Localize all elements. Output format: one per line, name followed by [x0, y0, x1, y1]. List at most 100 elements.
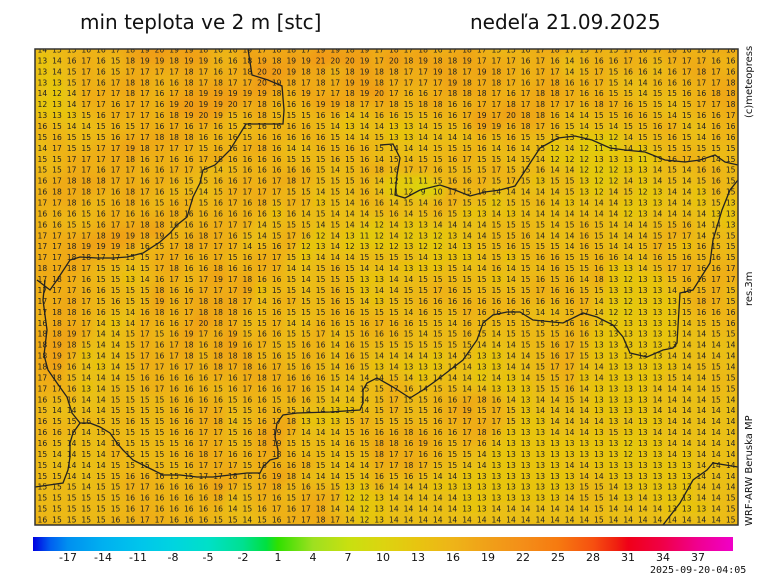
field-cell	[385, 53, 403, 67]
grid-value: 14	[257, 220, 267, 229]
grid-value: 16	[682, 89, 692, 98]
grid-value: 14	[653, 395, 663, 404]
field-cell	[356, 49, 373, 56]
grid-value: 14	[521, 209, 531, 218]
grid-value: 17	[228, 286, 238, 295]
grid-value: 15	[594, 231, 604, 240]
grid-value: 16	[184, 505, 194, 514]
grid-value: 15	[579, 494, 589, 503]
grid-value: 16	[213, 209, 223, 218]
grid-value: 15	[272, 199, 282, 208]
grid-value: 15	[316, 461, 326, 470]
copyright-label: (c)meteopress	[744, 45, 755, 118]
grid-value: 17	[37, 373, 47, 382]
grid-value: 16	[360, 144, 370, 153]
field-cell	[400, 86, 417, 100]
grid-value: 18	[301, 67, 311, 76]
grid-value: 16	[462, 122, 472, 131]
field-cell	[77, 53, 95, 67]
grid-value: 14	[81, 406, 91, 415]
grid-value: 17	[550, 67, 560, 76]
grid-value: 14	[726, 352, 736, 361]
grid-value: 18	[125, 45, 135, 54]
field-cell	[531, 130, 549, 144]
grid-value: 15	[462, 144, 472, 153]
grid-value: 16	[462, 319, 472, 328]
grid-value: 16	[243, 264, 253, 273]
field-cell	[239, 108, 256, 122]
grid-value: 18	[389, 45, 399, 54]
grid-value: 15	[286, 330, 296, 339]
grid-value: 14	[535, 155, 545, 164]
grid-value: 14	[199, 188, 209, 197]
field-cell	[107, 152, 124, 166]
grid-value: 14	[711, 505, 721, 514]
field-cell	[546, 119, 564, 133]
grid-value: 11	[594, 144, 604, 153]
grid-value: 14	[711, 472, 721, 481]
grid-value: 12	[404, 188, 414, 197]
grid-value: 14	[492, 330, 502, 339]
grid-value: 15	[477, 330, 487, 339]
field-cell	[605, 119, 622, 133]
grid-value: 14	[330, 209, 340, 218]
grid-value: 13	[374, 505, 384, 514]
grid-value: 14	[579, 516, 589, 525]
grid-value: 18	[316, 516, 326, 525]
grid-value: 15	[682, 297, 692, 306]
field-cell	[517, 49, 534, 56]
grid-value: 13	[726, 199, 736, 208]
grid-value: 14	[448, 220, 458, 229]
grid-value: 14	[374, 188, 384, 197]
grid-value: 15	[389, 373, 399, 382]
field-cell	[92, 97, 110, 111]
field-cell	[48, 97, 66, 111]
field-cell	[488, 119, 505, 133]
field-cell	[48, 108, 66, 122]
grid-value: 16	[213, 67, 223, 76]
grid-value: 17	[67, 286, 77, 295]
field-cell	[619, 108, 637, 122]
grid-value: 16	[433, 297, 443, 306]
grid-value: 14	[111, 362, 121, 371]
grid-value: 14	[711, 155, 721, 164]
grid-value: 14	[506, 505, 516, 514]
grid-value: 16	[404, 319, 414, 328]
grid-value: 16	[360, 155, 370, 164]
grid-value: 17	[565, 100, 575, 109]
grid-value: 17	[140, 483, 150, 492]
grid-value: 18	[477, 395, 487, 404]
grid-value: 16	[301, 341, 311, 350]
grid-value: 14	[550, 199, 560, 208]
grid-value: 17	[492, 100, 502, 109]
field-cell	[561, 49, 578, 56]
grid-value: 15	[389, 417, 399, 426]
field-cell	[209, 49, 227, 56]
grid-value: 16	[199, 516, 209, 525]
grid-value: 14	[711, 450, 721, 459]
grid-value: 15	[535, 384, 545, 393]
field-cell	[590, 53, 608, 67]
field-cell	[619, 53, 637, 67]
grid-value: 13	[623, 494, 633, 503]
grid-value: 15	[67, 67, 77, 76]
grid-value: 15	[140, 450, 150, 459]
grid-value: 16	[228, 56, 238, 65]
grid-value: 15	[448, 122, 458, 131]
grid-value: 17	[96, 188, 106, 197]
grid-value: 14	[448, 472, 458, 481]
grid-value: 16	[213, 133, 223, 142]
field-cell	[136, 97, 154, 111]
field-cell	[268, 141, 285, 155]
grid-value: 14	[404, 373, 414, 382]
field-cell	[575, 97, 593, 111]
grid-value: 14	[697, 406, 707, 415]
grid-value: 15	[67, 494, 77, 503]
grid-value: 13	[623, 373, 633, 382]
field-cell	[473, 53, 491, 67]
grid-value: 16	[184, 417, 194, 426]
grid-value: 15	[653, 56, 663, 65]
grid-value: 11	[638, 155, 648, 164]
grid-value: 12	[374, 220, 384, 229]
field-cell	[414, 64, 432, 78]
